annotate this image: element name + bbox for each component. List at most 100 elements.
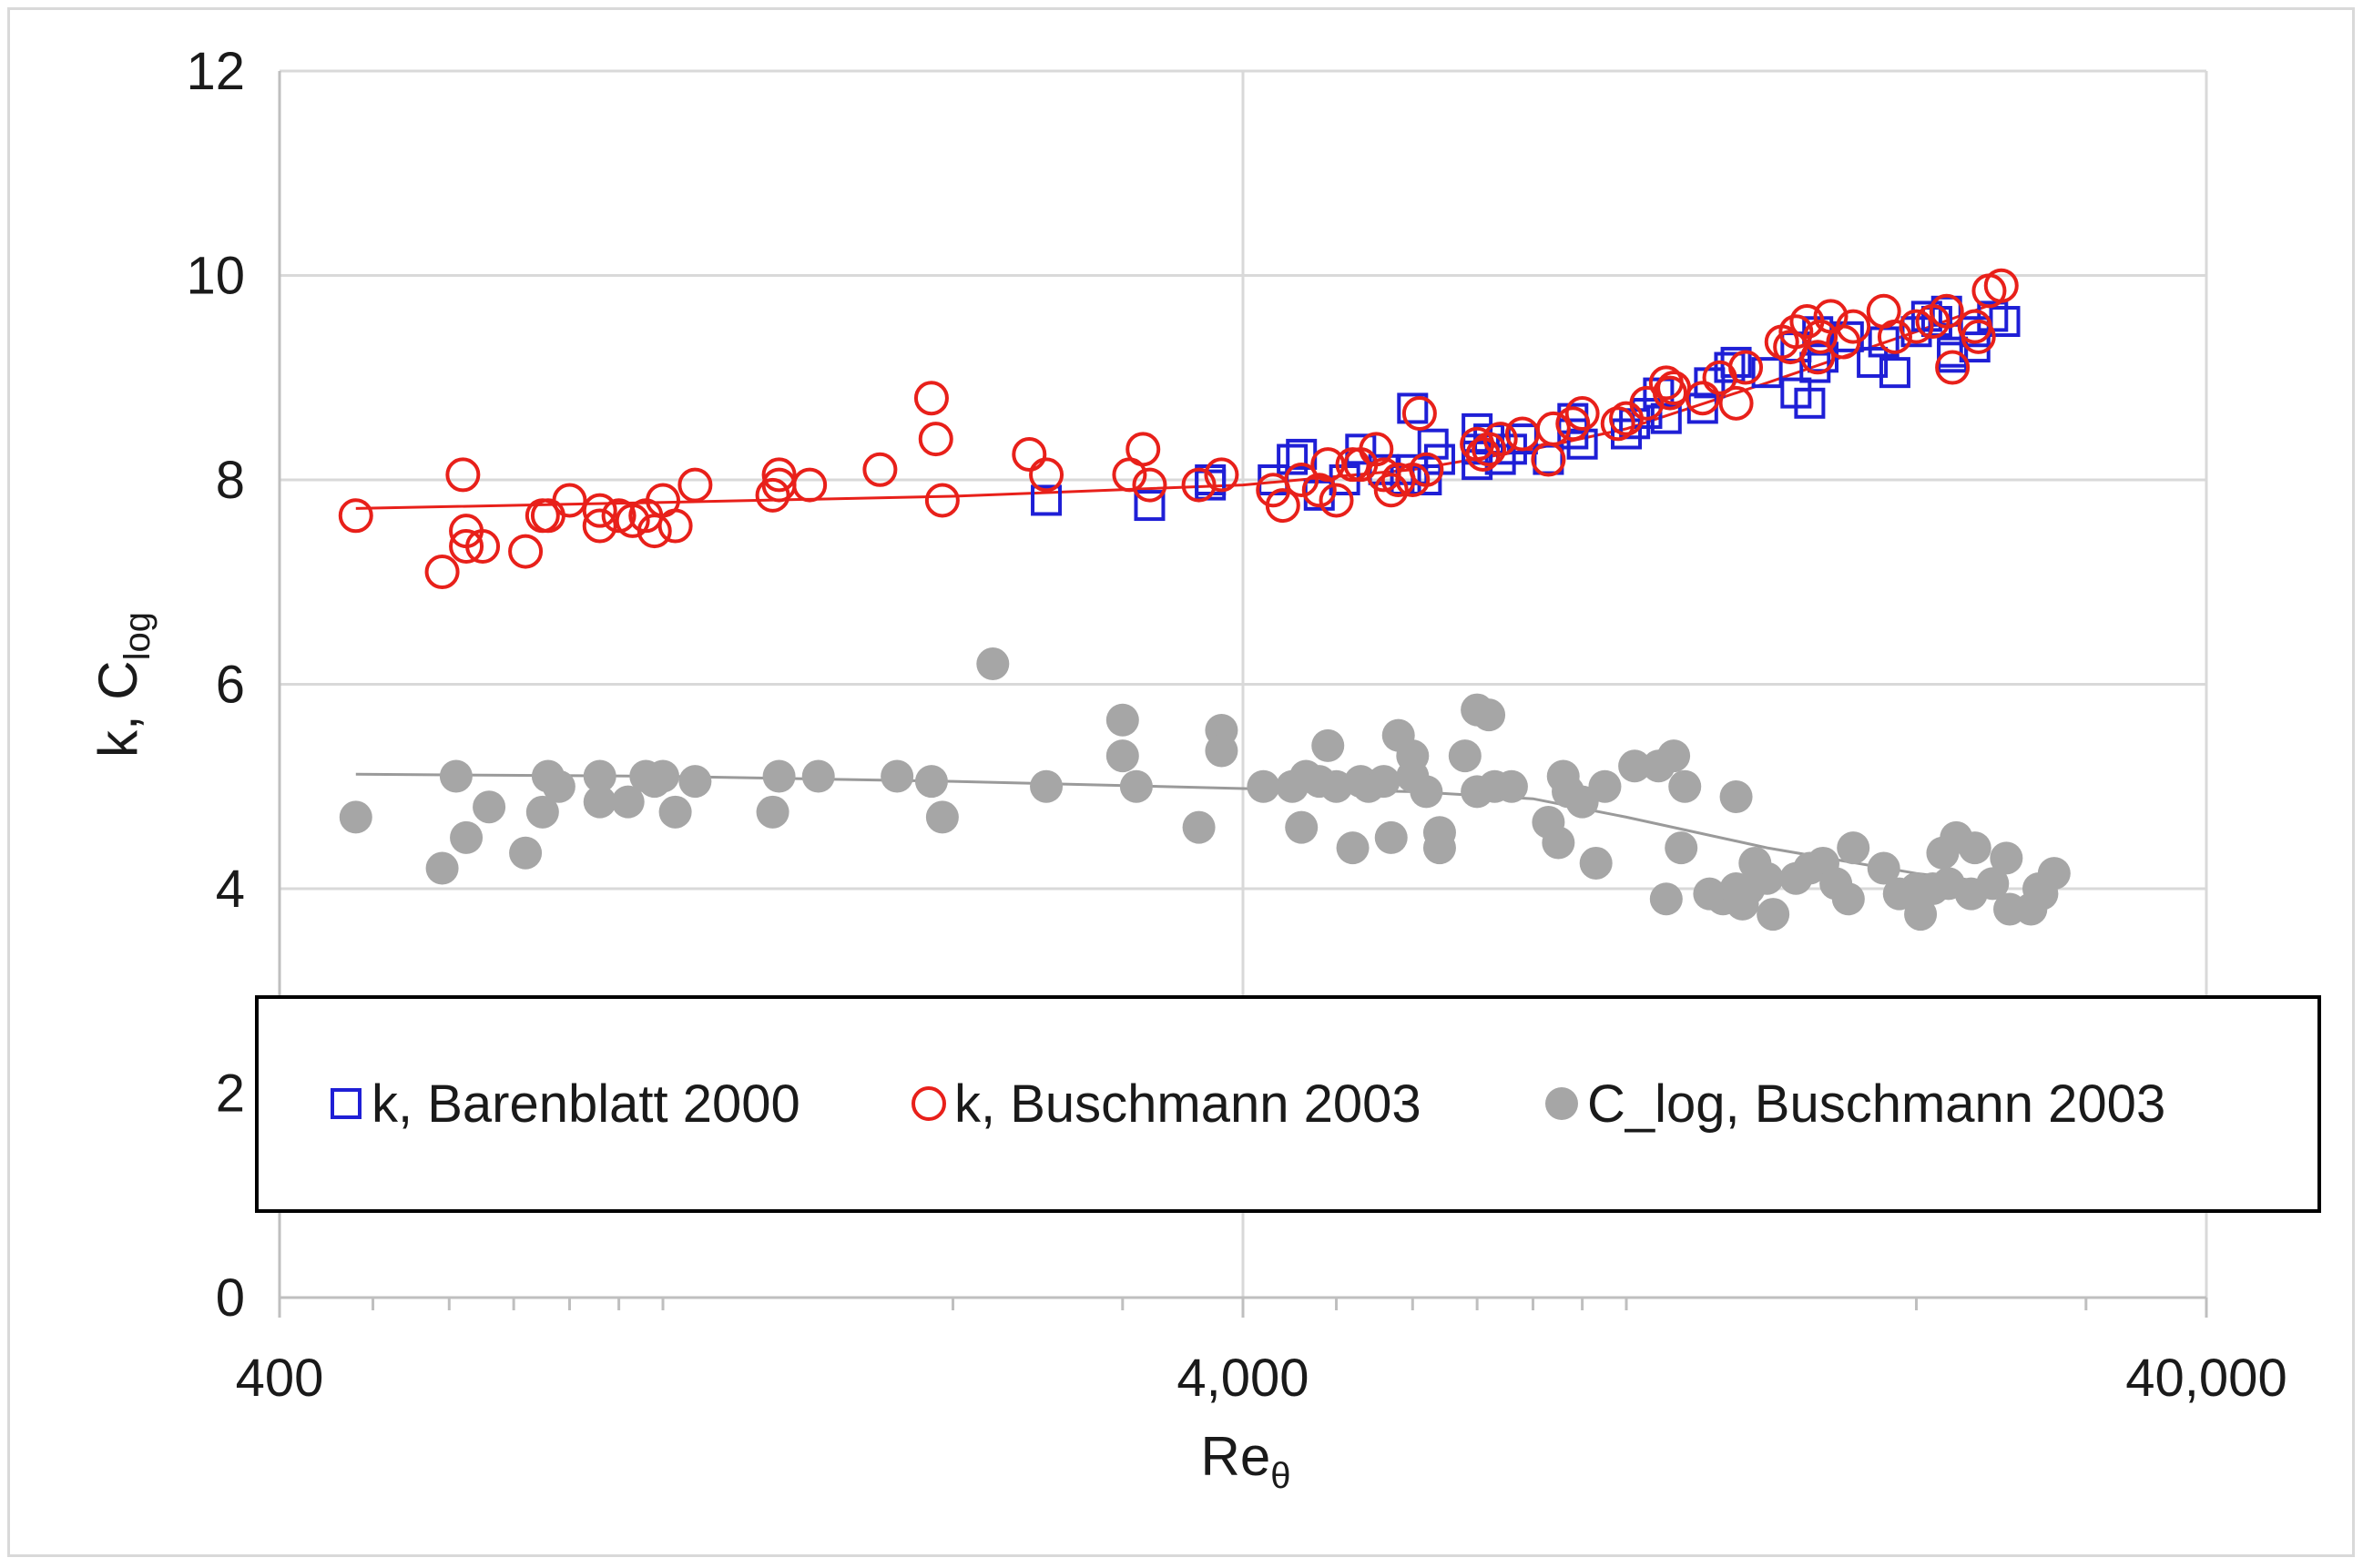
- data-point: [1482, 422, 1518, 457]
- data-point: [1929, 293, 1964, 329]
- data-point: [1961, 319, 1996, 354]
- data-point: [925, 800, 959, 834]
- data-point: [1750, 861, 1784, 895]
- data-point: [1837, 831, 1870, 865]
- data-point: [801, 759, 835, 793]
- data-point: [611, 785, 645, 819]
- data-point: [913, 381, 949, 416]
- data-point: [339, 800, 372, 834]
- data-point: [1718, 385, 1754, 421]
- y-tick-label: 2: [216, 1064, 245, 1124]
- legend-item: k, Buschmann 2003: [912, 1074, 1421, 1134]
- data-point: [509, 836, 543, 870]
- data-point: [1976, 867, 2010, 901]
- y-tick-label: 10: [186, 247, 245, 306]
- data-point: [1899, 309, 1934, 344]
- y-axis-title-main: k, C: [87, 660, 148, 758]
- data-point: [582, 508, 617, 544]
- data-point: [1125, 432, 1161, 467]
- x-axis-title-subscript: θ: [1270, 1456, 1290, 1496]
- data-point: [1983, 268, 2019, 303]
- data-point: [1685, 381, 1720, 416]
- y-axis-title: k, Clog: [87, 612, 158, 758]
- data-point: [1336, 831, 1370, 865]
- data-point: [1649, 882, 1683, 916]
- data-point: [1359, 432, 1394, 467]
- data-point: [525, 795, 559, 829]
- data-point: [1719, 779, 1753, 813]
- data-point: [1284, 463, 1319, 497]
- data-point: [1910, 300, 1942, 332]
- series-0: [1031, 295, 2021, 522]
- data-point: [1182, 810, 1216, 844]
- data-point: [552, 483, 587, 518]
- data-point: [1285, 810, 1319, 844]
- y-tick-label: 8: [216, 451, 245, 510]
- x-tick-label: 4,000: [1176, 1349, 1309, 1408]
- x-axis-title-main: Re: [1201, 1426, 1271, 1487]
- data-point: [1665, 831, 1698, 865]
- data-point: [677, 467, 713, 503]
- series-2: [339, 647, 2071, 932]
- data-point: [792, 467, 828, 503]
- x-tick-label: 40,000: [2125, 1349, 2287, 1408]
- data-point: [1319, 483, 1354, 518]
- data-point: [1410, 775, 1443, 809]
- data-point: [1958, 831, 1991, 865]
- data-point: [918, 422, 953, 457]
- data-point: [1401, 396, 1437, 432]
- data-point: [924, 483, 960, 518]
- data-point: [1301, 473, 1337, 508]
- data-point: [1564, 396, 1600, 432]
- data-point: [473, 790, 506, 824]
- data-point: [1409, 452, 1444, 487]
- data-point: [1012, 436, 1047, 472]
- data-point: [1319, 769, 1353, 803]
- data-point: [1265, 488, 1300, 524]
- data-point: [450, 820, 484, 854]
- data-point: [637, 514, 672, 549]
- data-point: [1831, 882, 1865, 916]
- data-point: [1031, 484, 1063, 516]
- data-point: [2037, 857, 2071, 891]
- data-point: [762, 759, 796, 793]
- y-tick-label: 4: [216, 860, 245, 919]
- data-point: [1132, 467, 1167, 503]
- legend: k, Barenblatt 2000 k, Buschmann 2003 C_log…: [255, 995, 2321, 1213]
- data-point: [1030, 769, 1064, 803]
- data-point: [1800, 340, 1836, 375]
- legend-item: k, Barenblatt 2000: [331, 1074, 800, 1134]
- data-point: [1277, 443, 1309, 475]
- data-point: [1374, 820, 1408, 854]
- data-point: [1535, 411, 1571, 446]
- legend-marker: [912, 1086, 946, 1121]
- data-point: [449, 528, 484, 564]
- data-point: [761, 457, 797, 493]
- data-point: [439, 759, 473, 793]
- data-point: [425, 851, 459, 885]
- trendline: [355, 300, 2002, 510]
- x-tick-label: 400: [236, 1349, 324, 1408]
- data-point: [647, 759, 680, 793]
- data-point: [1422, 831, 1456, 865]
- axes: 0 2 4 6 8 10 12 400 4,000 40,000: [186, 42, 2287, 1408]
- data-point: [1105, 739, 1139, 773]
- y-tick-label: 0: [216, 1268, 245, 1328]
- data-point: [542, 769, 575, 803]
- data-point: [1310, 447, 1346, 483]
- data-point: [1397, 392, 1429, 424]
- data-point: [1579, 846, 1613, 880]
- data-point: [914, 765, 948, 799]
- data-point: [1990, 841, 2023, 875]
- y-tick-label: 12: [186, 42, 245, 101]
- data-point: [1533, 443, 1564, 475]
- data-point: [756, 795, 789, 829]
- data-point: [1204, 457, 1239, 493]
- data-point: [1555, 406, 1591, 442]
- data-point: [1611, 418, 1643, 450]
- data-point: [445, 457, 481, 493]
- data-point: [1029, 457, 1064, 493]
- data-point: [508, 534, 544, 569]
- data-point: [582, 493, 617, 528]
